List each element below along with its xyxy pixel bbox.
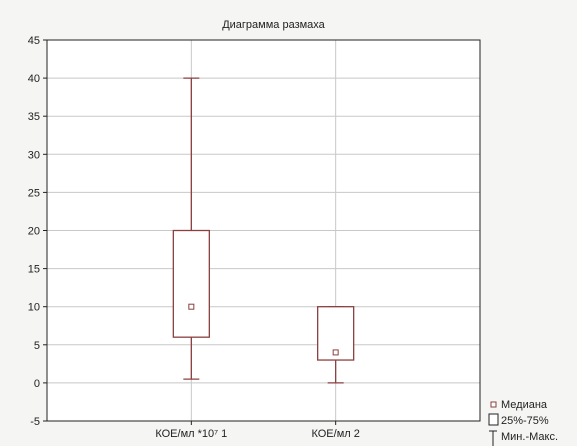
y-tick-label: 35	[28, 111, 40, 123]
legend-label-range: Мин.-Макс.	[501, 431, 558, 443]
y-tick-label: 15	[28, 264, 40, 276]
legend-box-marker	[488, 413, 499, 426]
box-1	[172, 77, 210, 380]
boxes	[172, 77, 355, 384]
legend-median-marker	[490, 401, 497, 408]
y-tick-label: 40	[28, 73, 40, 85]
x-tick-label: КОЕ/мл 2	[311, 428, 359, 440]
median-marker	[332, 349, 339, 356]
box-2	[317, 306, 355, 384]
y-tick-label: 10	[28, 302, 40, 314]
y-tick-label: 20	[28, 226, 40, 238]
chart-title: Диаграмма размаха	[222, 19, 325, 31]
y-tick-label: 0	[34, 378, 40, 390]
legend-label-iqr: 25%-75%	[501, 415, 549, 427]
legend-label-median: Медиана	[501, 399, 548, 411]
legend: Медиана 25%-75% Мин.-Макс.	[488, 399, 558, 446]
y-tick-label: 5	[34, 340, 40, 352]
iqr-box	[317, 306, 355, 361]
median-marker	[188, 303, 195, 310]
x-tick-label: КОЕ/мл *10⁷ 1	[155, 428, 227, 440]
iqr-box	[172, 229, 210, 338]
y-tick-label: 45	[28, 35, 40, 47]
axes: -5 0 5 10 15 20 25 30 35 40 45 КОЕ/мл *10⁷ 1 КОЕ/мл …	[28, 35, 481, 440]
y-tick-label: 25	[28, 187, 40, 199]
y-tick-label: 30	[28, 149, 40, 161]
y-tick-label: -5	[30, 416, 40, 428]
plot-frame	[46, 39, 481, 422]
